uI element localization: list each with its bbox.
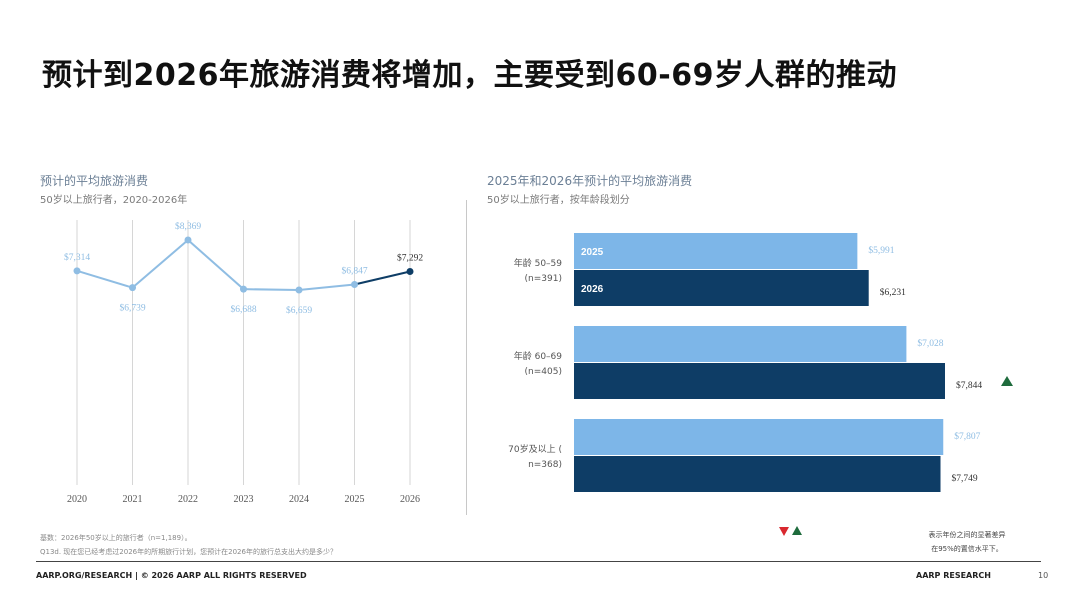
data-label: $8,369 <box>175 221 201 232</box>
x-tick-label: 2021 <box>123 494 143 505</box>
bar-value-label: $5,991 <box>868 245 894 256</box>
data-point <box>184 236 192 244</box>
page-title: 预计到2026年旅游消费将增加，主要受到60-69岁人群的推动 <box>42 58 897 93</box>
data-label: $6,659 <box>286 305 312 316</box>
right-chart-title: 2025年和2026年预计的平均旅游消费 <box>487 174 693 188</box>
significant-increase-legend-icon <box>792 526 802 535</box>
series-segment <box>354 270 411 286</box>
page-number: 10 <box>1038 571 1049 580</box>
data-label: $7,292 <box>397 252 423 263</box>
bar-group-label-60-69: 年龄 60–69 (n=405) <box>492 350 562 380</box>
data-point <box>295 286 303 294</box>
bar-2025 <box>574 233 858 269</box>
significant-decrease-legend-icon <box>779 527 789 536</box>
bar-2026 <box>574 270 869 306</box>
bar-value-label: $7,028 <box>917 338 943 349</box>
bar-group-label-line1: 年龄 50–59 <box>513 259 562 269</box>
bar-value-label: $7,749 <box>952 473 978 484</box>
legend-note-line2: 在95%的置信水平下。 <box>931 545 1003 553</box>
left-chart-subtitle: 50岁以上旅行者，2020-2026年 <box>40 195 188 206</box>
bar-2025 <box>574 419 944 455</box>
bar-group-label-line2: n=368) <box>528 460 562 470</box>
footer-divider <box>36 561 1041 562</box>
footnote-question: Q13d. 现在您已经考虑过2026年的所期旅行计划，您预计在2026年的旅行总… <box>40 548 337 556</box>
bar-series-label: 2026 <box>581 284 604 295</box>
bar-value-label: $7,807 <box>954 431 980 442</box>
legend-note-line1: 表示年份之间的显著差异 <box>928 531 1006 539</box>
left-chart-title: 预计的平均旅游消费 <box>40 174 149 188</box>
bar-group-label-50-59: 年龄 50–59 (n=391) <box>492 257 562 287</box>
bar-value-label: $6,231 <box>880 287 906 298</box>
bar-2025 <box>574 326 907 362</box>
data-label: $6,688 <box>230 304 256 315</box>
significant-increase-icon <box>1001 376 1013 386</box>
bar-group-label-line1: 70岁及以上 ( <box>508 445 562 455</box>
bar-group-label-line2: (n=405) <box>524 367 562 377</box>
series-segment <box>76 269 133 289</box>
data-point <box>73 267 81 275</box>
bar-series-label: 2025 <box>581 247 604 258</box>
bar-2026 <box>574 363 945 399</box>
series-segment <box>187 239 245 290</box>
footer-copyright: AARP.ORG/RESEARCH | © 2026 AARP ALL RIGH… <box>36 571 307 580</box>
bar-group-label-line1: 年龄 60–69 <box>513 352 562 362</box>
bar-value-label: $7,844 <box>956 380 982 391</box>
bar-group-label-line2: (n=391) <box>524 274 562 284</box>
footer-brand: AARP RESEARCH <box>916 571 991 580</box>
right-chart-subtitle: 50岁以上旅行者，按年龄段划分 <box>487 195 630 206</box>
series-segment <box>131 239 189 289</box>
footnote-base: 基数：2026年50岁以上的旅行者（n=1,189）。 <box>40 534 192 542</box>
bar-group-label-70-plus: 70岁及以上 ( n=368) <box>492 443 562 473</box>
data-point <box>240 285 247 293</box>
data-label: $6,847 <box>341 266 367 277</box>
x-tick-label: 2024 <box>289 494 309 505</box>
x-tick-label: 2026 <box>400 494 420 505</box>
bar-2026 <box>574 456 941 492</box>
significance-legend-note: 表示年份之间的显著差异 在95%的置信水平下。 <box>912 528 1022 556</box>
data-label: $6,739 <box>119 303 145 314</box>
data-point <box>129 284 136 292</box>
chart-divider <box>466 200 467 515</box>
data-point <box>406 267 414 275</box>
x-tick-label: 2020 <box>67 494 87 505</box>
x-tick-label: 2022 <box>178 494 198 505</box>
data-point <box>351 281 358 289</box>
series-segment <box>243 288 300 291</box>
x-tick-label: 2023 <box>234 494 254 505</box>
x-tick-label: 2025 <box>345 494 365 505</box>
series-segment <box>298 283 355 291</box>
data-label: $7,314 <box>64 252 90 263</box>
